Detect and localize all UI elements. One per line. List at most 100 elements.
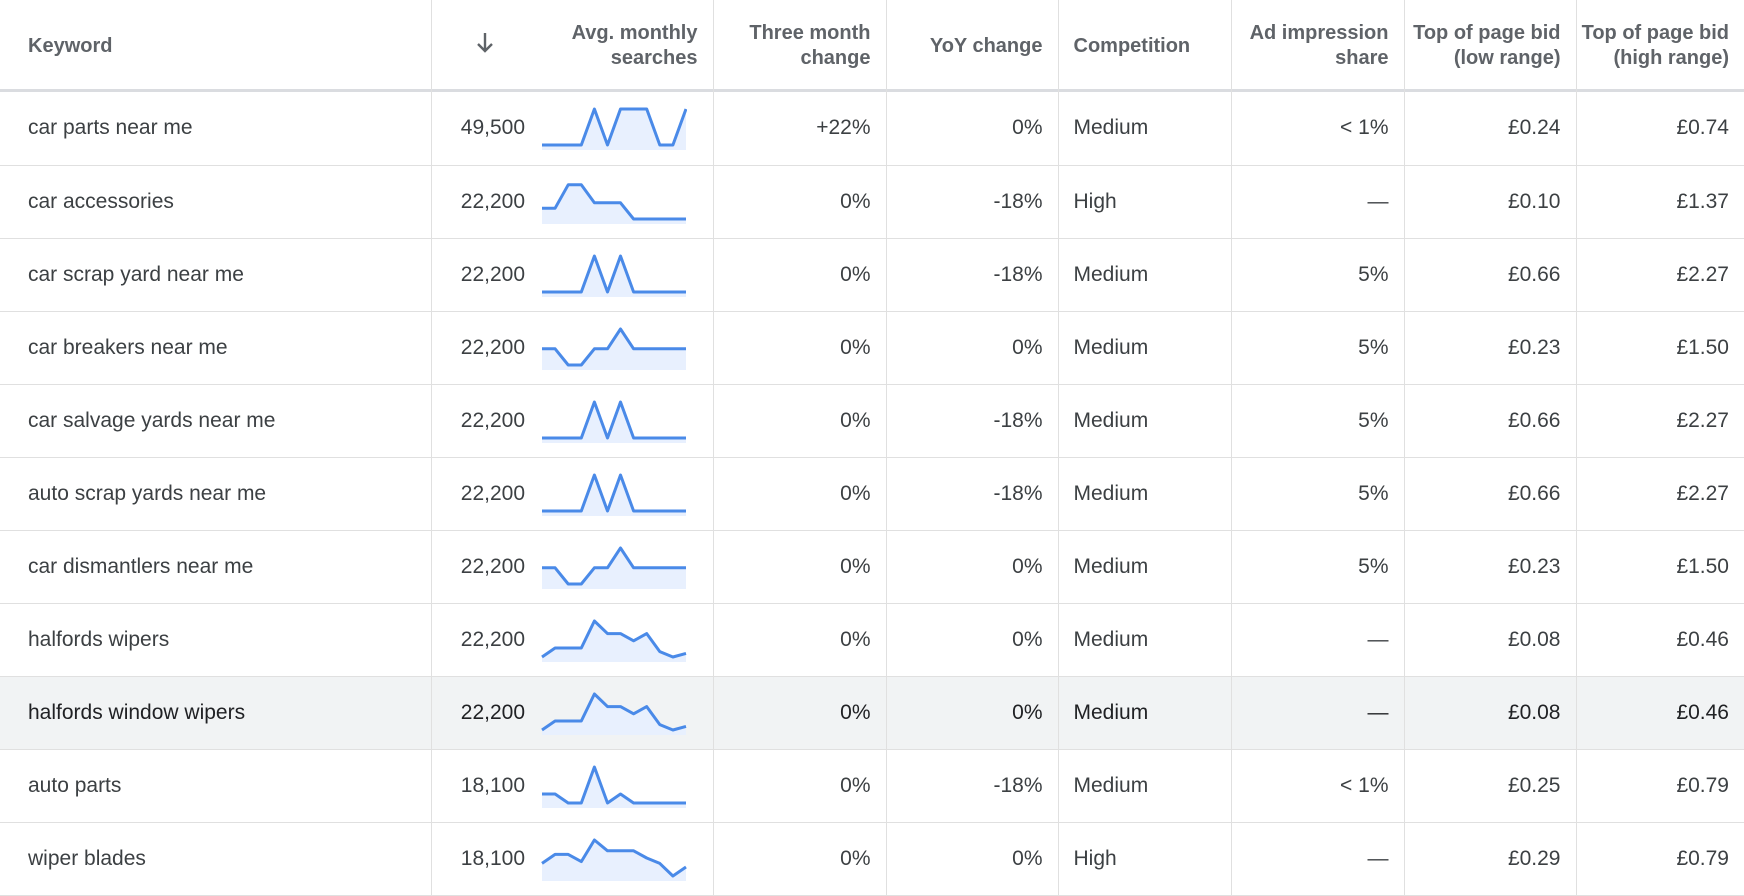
- bid-high-cell: £0.79: [1676, 773, 1729, 797]
- competition-cell: Medium: [1058, 384, 1232, 457]
- bid-high-cell: £1.50: [1676, 554, 1729, 578]
- column-header-avg-monthly-searches[interactable]: Avg. monthly searches: [539, 0, 714, 92]
- bid-low-cell: £0.66: [1404, 457, 1577, 530]
- avg-monthly-searches-cell: 22,200: [460, 627, 525, 651]
- competition-cell: High: [1058, 165, 1232, 238]
- keyword-cell[interactable]: car salvage yards near me: [0, 384, 432, 457]
- sparkline-line: [542, 546, 686, 585]
- column-header-competition[interactable]: Competition: [1058, 0, 1232, 92]
- table-row[interactable]: halfords wipers 22,200 0% 0% Medium — £0.08 £0.…: [0, 603, 1744, 676]
- trend-sparkline-cell: [539, 822, 714, 895]
- avg-monthly-searches-cell: 22,200: [460, 262, 525, 286]
- ad-impression-share-cell: 5%: [1231, 384, 1405, 457]
- arrow-down-icon: [475, 31, 495, 62]
- trend-sparkline-cell: [539, 384, 714, 457]
- table-row[interactable]: car dismantlers near me 22,200 0% 0% Medium 5…: [0, 530, 1744, 603]
- competition-cell: Medium: [1058, 92, 1232, 165]
- trend-sparkline-cell: [539, 92, 714, 165]
- sparkline-area: [542, 839, 686, 881]
- competition-cell: High: [1058, 822, 1232, 895]
- competition-cell: Medium: [1058, 530, 1232, 603]
- three-month-change-cell: 0%: [713, 822, 887, 895]
- sparkline-line: [541, 692, 687, 731]
- column-header-bid-low[interactable]: Top of page bid (low range): [1404, 0, 1577, 92]
- keyword-cell[interactable]: car breakers near me: [0, 311, 432, 384]
- sparkline-area: [542, 547, 686, 589]
- yoy-change-cell: -18%: [886, 457, 1059, 530]
- table-row[interactable]: car scrap yard near me 22,200 0% -18% Medium…: [0, 238, 1744, 311]
- bid-low-cell: £0.66: [1404, 384, 1577, 457]
- column-header-keyword-label: Keyword: [28, 34, 113, 57]
- keyword-cell[interactable]: auto parts: [0, 749, 432, 822]
- table-row[interactable]: wiper blades 18,100 0% 0% High — £0.29 £0.79: [0, 822, 1744, 895]
- table-row[interactable]: halfords window wipers 22,200 0% 0% Medium — £…: [0, 676, 1744, 749]
- competition-cell: Medium: [1058, 311, 1232, 384]
- bid-high-cell: £0.74: [1676, 116, 1729, 140]
- column-header-yoy-change[interactable]: YoY change: [886, 0, 1059, 92]
- sparkline-line: [541, 619, 687, 658]
- column-header-competition-label: Competition: [1073, 34, 1191, 57]
- competition-cell: Medium: [1058, 676, 1232, 749]
- competition-cell: Medium: [1058, 749, 1232, 822]
- sparkline-area: [542, 328, 686, 370]
- ad-impression-share-cell: 5%: [1231, 457, 1405, 530]
- trend-sparkline: [541, 692, 687, 735]
- table-row[interactable]: auto scrap yards near me 22,200 0% -18% Medi…: [0, 457, 1744, 530]
- column-header-keyword[interactable]: Keyword: [0, 0, 432, 92]
- trend-sparkline-cell: [539, 676, 714, 749]
- bid-low-cell: £0.08: [1404, 676, 1577, 749]
- yoy-change-cell: -18%: [886, 238, 1059, 311]
- bid-high-cell: £2.27: [1676, 481, 1729, 505]
- ad-impression-share-cell: < 1%: [1231, 92, 1405, 165]
- table-row[interactable]: auto parts 18,100 0% -18% Medium < 1% £0.25 £0.…: [0, 749, 1744, 822]
- sparkline-line: [542, 473, 686, 512]
- yoy-change-cell: 0%: [886, 311, 1059, 384]
- ad-impression-share-cell: 5%: [1231, 311, 1405, 384]
- column-header-ad-impression-share[interactable]: Ad impression share: [1231, 0, 1405, 92]
- column-header-ad-share-label: Ad impression share: [1249, 22, 1389, 69]
- table-row[interactable]: car salvage yards near me 22,200 0% -18% Med…: [0, 384, 1744, 457]
- competition-cell: Medium: [1058, 457, 1232, 530]
- bid-high-cell: £1.37: [1676, 189, 1729, 213]
- sparkline-area: [542, 184, 686, 224]
- keyword-cell[interactable]: wiper blades: [0, 822, 432, 895]
- sort-button[interactable]: [431, 0, 539, 92]
- three-month-change-cell: 0%: [713, 384, 887, 457]
- sparkline-line: [541, 838, 687, 877]
- keyword-cell[interactable]: car accessories: [0, 165, 432, 238]
- avg-monthly-searches-cell: 22,200: [460, 481, 525, 505]
- trend-sparkline: [542, 473, 686, 516]
- column-header-three-month-change[interactable]: Three month change: [713, 0, 887, 92]
- table-row[interactable]: car accessories 22,200 0% -18% High — £0.10 £1.…: [0, 165, 1744, 238]
- ad-impression-share-cell: —: [1231, 165, 1405, 238]
- keyword-cell[interactable]: halfords wipers: [0, 603, 432, 676]
- avg-monthly-searches-cell: 22,200: [460, 335, 525, 359]
- avg-monthly-searches-cell: 22,200: [460, 554, 525, 578]
- keyword-cell[interactable]: halfords window wipers: [0, 676, 432, 749]
- avg-monthly-searches-cell: 22,200: [460, 700, 525, 724]
- sparkline-line: [542, 327, 686, 366]
- column-header-bid-high[interactable]: Top of page bid (high range): [1576, 0, 1744, 92]
- trend-sparkline: [541, 619, 687, 662]
- trend-sparkline-cell: [539, 457, 714, 530]
- table-row[interactable]: car breakers near me 22,200 0% 0% Medium 5% £0…: [0, 311, 1744, 384]
- bid-low-cell: £0.29: [1404, 822, 1577, 895]
- keyword-cell[interactable]: auto scrap yards near me: [0, 457, 432, 530]
- trend-sparkline-cell: [539, 165, 714, 238]
- trend-sparkline-cell: [539, 603, 714, 676]
- bid-high-cell: £2.27: [1676, 408, 1729, 432]
- sparkline-area: [542, 693, 686, 735]
- yoy-change-cell: 0%: [886, 530, 1059, 603]
- table-body: car parts near me 49,500 +22% 0% Medium < 1% £…: [0, 92, 1744, 895]
- keyword-cell[interactable]: car dismantlers near me: [0, 530, 432, 603]
- ad-impression-share-cell: 5%: [1231, 530, 1405, 603]
- bid-low-cell: £0.24: [1404, 92, 1577, 165]
- table-row[interactable]: car parts near me 49,500 +22% 0% Medium < 1% £…: [0, 92, 1744, 165]
- keyword-cell[interactable]: car parts near me: [0, 92, 432, 165]
- keyword-cell[interactable]: car scrap yard near me: [0, 238, 432, 311]
- sparkline-line: [542, 765, 686, 804]
- sparkline-area: [542, 620, 686, 662]
- bid-high-cell: £0.46: [1676, 627, 1729, 651]
- three-month-change-cell: 0%: [713, 676, 887, 749]
- ad-impression-share-cell: < 1%: [1231, 749, 1405, 822]
